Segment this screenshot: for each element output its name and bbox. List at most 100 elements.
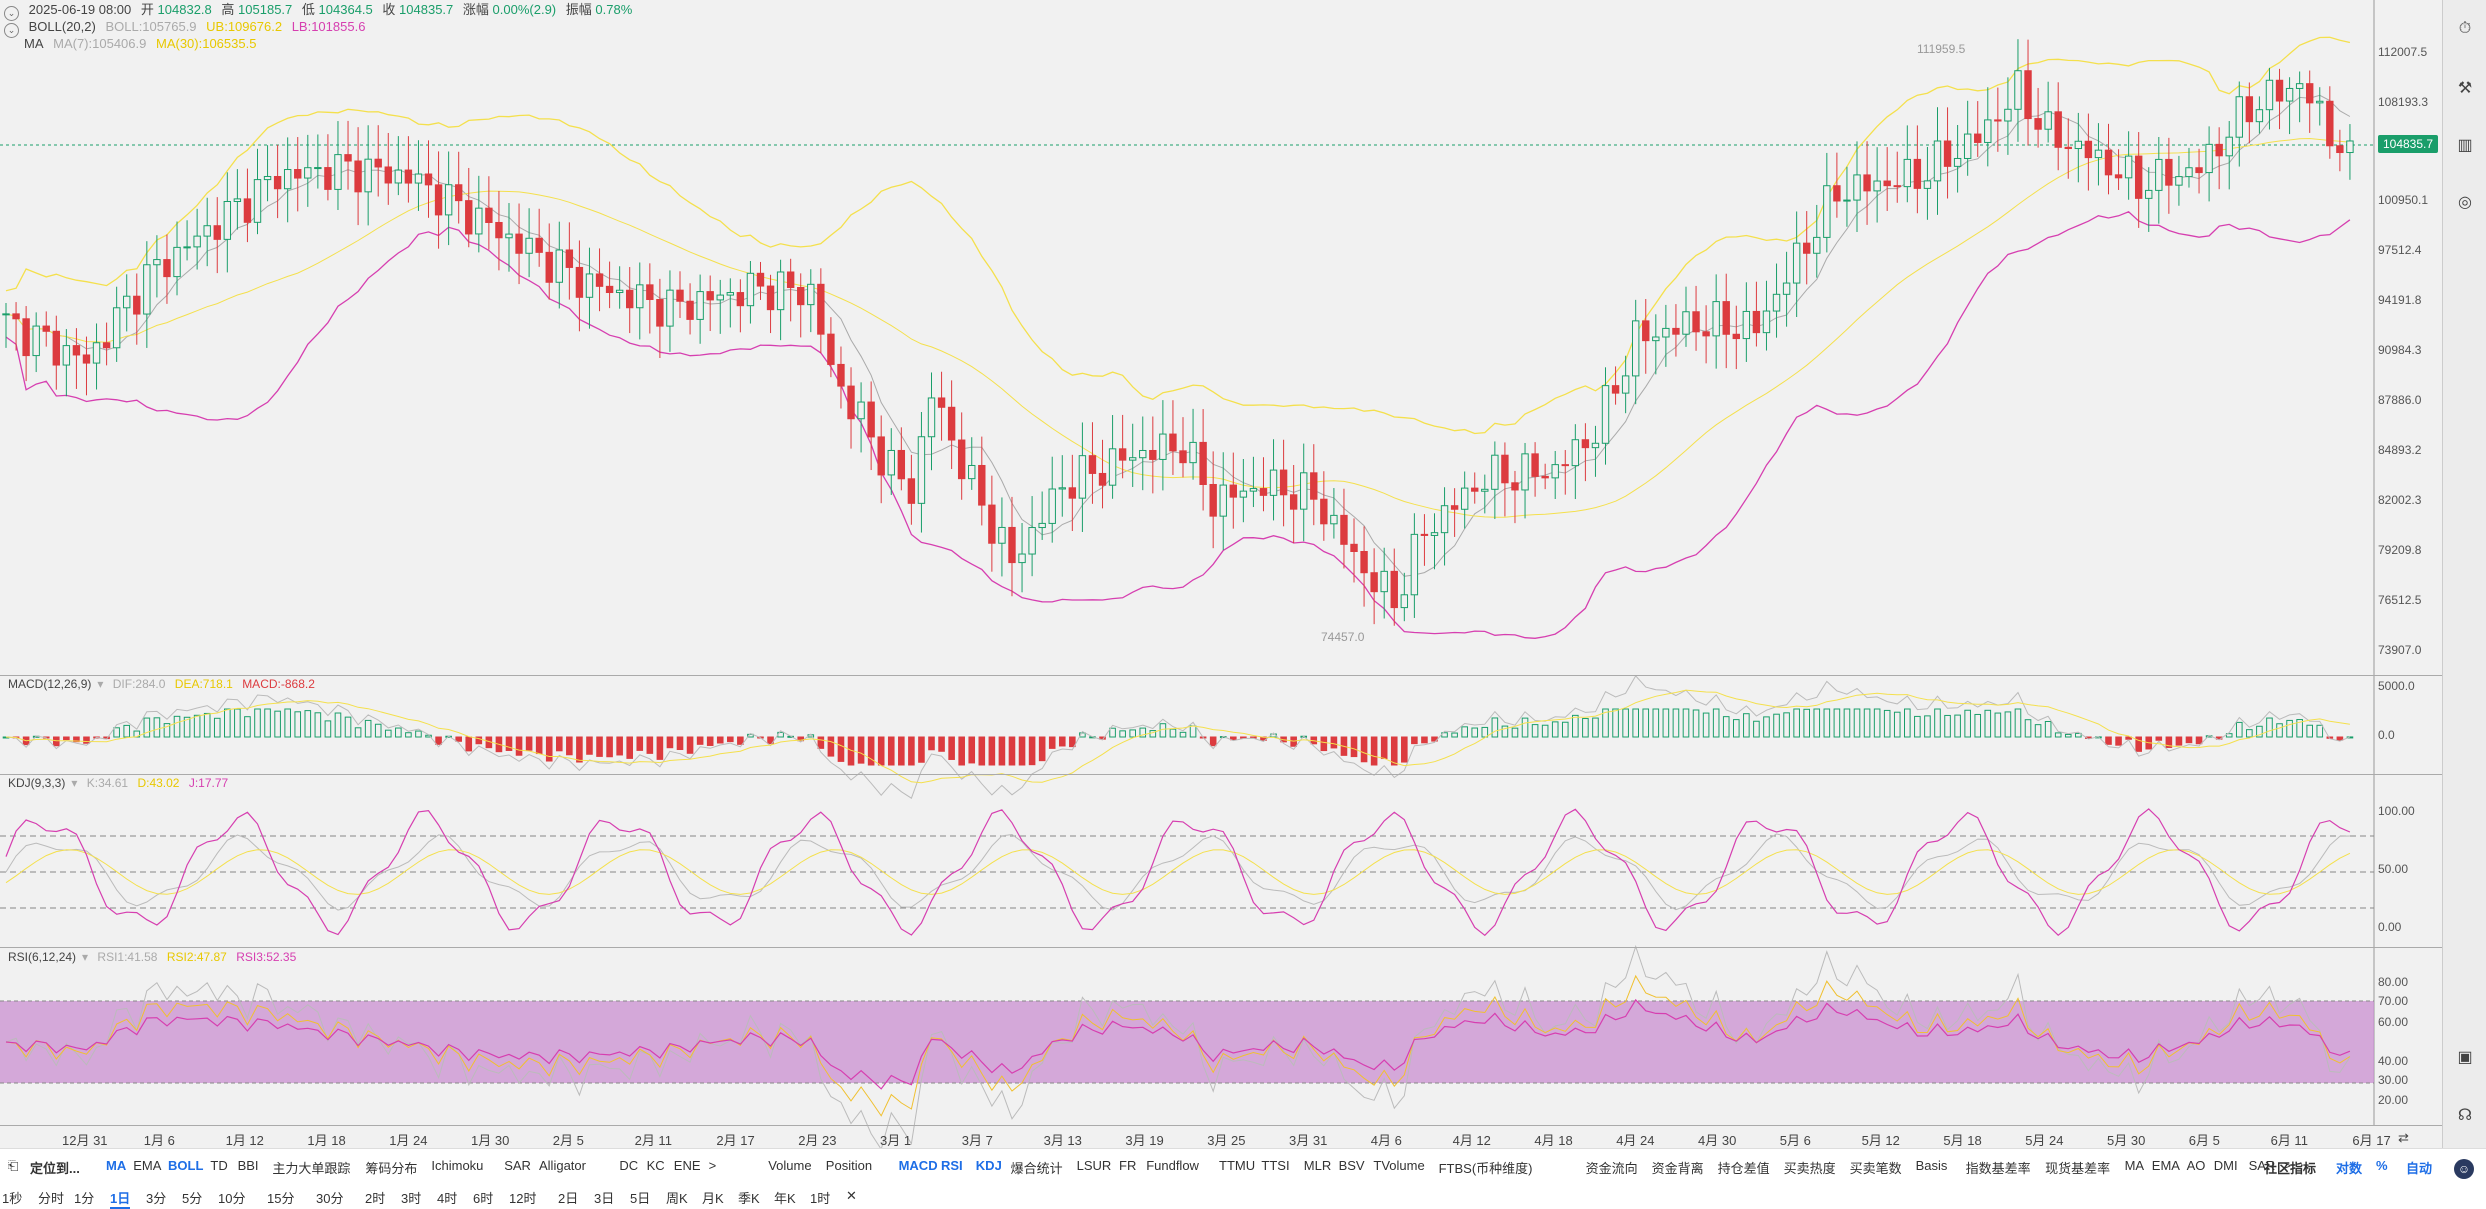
indicator-item[interactable]: 资金流向 bbox=[1585, 1161, 1638, 1176]
indicator-auto[interactable]: 自动 bbox=[2406, 1161, 2433, 1176]
indicator-item[interactable]: 主力大单跟踪 bbox=[272, 1161, 351, 1176]
indicator-item[interactable]: MACD bbox=[898, 1158, 938, 1173]
indicator-item[interactable]: Basis bbox=[1915, 1158, 1948, 1173]
indicator-item[interactable]: 买卖笔数 bbox=[1849, 1161, 1902, 1176]
indicator-item[interactable]: MA bbox=[106, 1158, 127, 1173]
timeframe-option[interactable]: 15分 bbox=[267, 1191, 295, 1206]
pane-separator[interactable] bbox=[0, 947, 2442, 948]
timeframe-option[interactable]: 1分 bbox=[74, 1191, 95, 1206]
timeframe-option[interactable]: 1时 bbox=[810, 1191, 831, 1206]
indicator-item[interactable]: BBI bbox=[237, 1158, 259, 1173]
indicator-item[interactable]: > bbox=[708, 1158, 717, 1173]
timeframe-option[interactable]: 周K bbox=[666, 1191, 688, 1206]
indicator-item[interactable]: TTSI bbox=[1261, 1158, 1290, 1173]
timeframe-option[interactable]: 3时 bbox=[401, 1191, 422, 1206]
indicator-item[interactable]: Fundflow bbox=[1146, 1158, 1199, 1173]
candles-icon[interactable]: ▥ bbox=[2457, 137, 2473, 154]
indicator-item[interactable]: EMA bbox=[133, 1158, 162, 1173]
ma-legend: MA MA(7):105406.9 MA(30):106535.5 bbox=[24, 36, 257, 51]
timeframe-option[interactable]: 4时 bbox=[437, 1191, 458, 1206]
timeframe-option[interactable]: 3分 bbox=[146, 1191, 167, 1206]
collapse-icon[interactable]: ⌄ bbox=[4, 6, 19, 21]
indicator-item[interactable]: 筹码分布 bbox=[365, 1161, 418, 1176]
indicator-item[interactable]: LSUR bbox=[1076, 1158, 1112, 1173]
indicator-item[interactable]: 指数基差率 bbox=[1965, 1161, 2031, 1176]
stopwatch-icon[interactable]: ⏱ bbox=[2458, 20, 2472, 37]
indicator-item[interactable]: FR bbox=[1119, 1158, 1137, 1173]
date-tick: 1月 6 bbox=[143, 1133, 175, 1148]
timeframe-option[interactable]: 5分 bbox=[182, 1191, 203, 1206]
headset-icon[interactable]: ☊ bbox=[2457, 1107, 2473, 1124]
timeframe-option[interactable]: 2时 bbox=[365, 1191, 386, 1206]
indicator-item[interactable]: 资金背离 bbox=[1651, 1161, 1704, 1176]
macd-bar bbox=[183, 716, 191, 738]
timeframe-option[interactable]: 年K bbox=[774, 1191, 796, 1206]
candle-body bbox=[847, 385, 855, 420]
indicator-item[interactable]: BSV bbox=[1338, 1158, 1365, 1173]
timeframe-option[interactable]: 分时 bbox=[38, 1191, 65, 1206]
indicator-item[interactable]: AO bbox=[2186, 1158, 2206, 1173]
indicator-item[interactable]: ENE bbox=[673, 1158, 701, 1173]
indicator-item[interactable]: Ichimoku bbox=[431, 1158, 484, 1173]
indicator-item[interactable]: 现货基差率 bbox=[2045, 1161, 2111, 1176]
indicator-item[interactable]: MLR bbox=[1303, 1158, 1332, 1173]
indicator-item[interactable]: Position bbox=[825, 1158, 873, 1173]
indicator-item[interactable]: KDJ bbox=[975, 1158, 1002, 1173]
indicator-item[interactable]: RSI bbox=[941, 1158, 963, 1173]
indicator-item[interactable]: SAR bbox=[504, 1158, 531, 1173]
locate-icon[interactable]: ⎗ bbox=[8, 1158, 19, 1173]
indicator-item[interactable]: EMA bbox=[2151, 1158, 2180, 1173]
zoom-icon[interactable]: ⇄ bbox=[2398, 1130, 2409, 1145]
candle-body bbox=[2094, 149, 2103, 159]
tools-icon[interactable]: ⚒ bbox=[2457, 80, 2473, 97]
timeframe-option[interactable]: 6时 bbox=[473, 1191, 494, 1206]
collapse-icon[interactable]: ⌄ bbox=[4, 23, 19, 38]
indicator-item[interactable]: FTBS(币种维度) bbox=[1438, 1161, 1533, 1176]
indicator-log[interactable]: 对数 bbox=[2336, 1161, 2363, 1176]
indicator-item[interactable]: KC bbox=[646, 1158, 665, 1173]
avatar-icon[interactable]: ☺ bbox=[2454, 1159, 2474, 1179]
indicator-item[interactable]: SAR bbox=[2248, 1158, 2276, 1173]
timeframe-option[interactable]: 30分 bbox=[316, 1191, 344, 1206]
timeframe-option[interactable]: ✕ bbox=[846, 1188, 857, 1203]
macd-bar bbox=[1179, 731, 1187, 738]
indicator-item[interactable]: 爆合统计 bbox=[1010, 1161, 1063, 1176]
indicator-community[interactable]: 社区指标 bbox=[2264, 1161, 2317, 1176]
timeframe-option[interactable]: 2日 bbox=[558, 1191, 579, 1206]
timeframe-option[interactable]: 12时 bbox=[509, 1191, 537, 1206]
indicator-item[interactable]: Volume bbox=[768, 1158, 812, 1173]
layout-icon[interactable]: ▣ bbox=[2457, 1049, 2473, 1066]
timeframe-option[interactable]: 3日 bbox=[594, 1191, 615, 1206]
locate-button[interactable]: 定位到... bbox=[30, 1161, 80, 1176]
indicator-item[interactable]: > bbox=[2283, 1158, 2291, 1173]
indicator-item[interactable]: DC bbox=[619, 1158, 639, 1173]
timeframe-option[interactable]: 季K bbox=[738, 1191, 760, 1206]
timeframe-option[interactable]: 月K bbox=[702, 1191, 724, 1206]
pane-separator[interactable] bbox=[0, 675, 2442, 676]
indicator-item[interactable]: MA bbox=[2124, 1158, 2145, 1173]
macd-bar bbox=[1783, 712, 1790, 738]
macd-bar bbox=[2175, 736, 2183, 746]
timeframe-option[interactable]: 1日 bbox=[110, 1188, 131, 1209]
indicator-item[interactable]: 持仓差值 bbox=[1717, 1161, 1770, 1176]
pane-separator[interactable] bbox=[0, 774, 2442, 775]
indicator-pct[interactable]: % bbox=[2376, 1158, 2388, 1173]
candlestick-chart[interactable] bbox=[0, 0, 2442, 1150]
candle-body bbox=[2034, 118, 2042, 130]
macd-bar bbox=[213, 717, 221, 738]
macd-bar bbox=[384, 729, 392, 738]
macd-bar bbox=[586, 736, 593, 755]
timeframe-option[interactable]: 10分 bbox=[218, 1191, 246, 1206]
indicator-item[interactable]: TVolume bbox=[1373, 1158, 1425, 1173]
indicator-item[interactable]: DMI bbox=[2213, 1158, 2238, 1173]
indicator-item[interactable]: BOLL bbox=[168, 1158, 204, 1173]
candle-body bbox=[867, 401, 875, 438]
indicator-item[interactable]: TTMU bbox=[1219, 1158, 1256, 1173]
macd-bar bbox=[1873, 708, 1881, 738]
timeframe-option[interactable]: 1秒 bbox=[2, 1191, 23, 1206]
indicator-item[interactable]: TD bbox=[210, 1158, 228, 1173]
indicator-item[interactable]: 买卖热度 bbox=[1783, 1161, 1836, 1176]
timeframe-option[interactable]: 5日 bbox=[630, 1191, 651, 1206]
indicator-icon[interactable]: ◎ bbox=[2458, 194, 2472, 211]
indicator-item[interactable]: Alligator bbox=[539, 1158, 586, 1173]
